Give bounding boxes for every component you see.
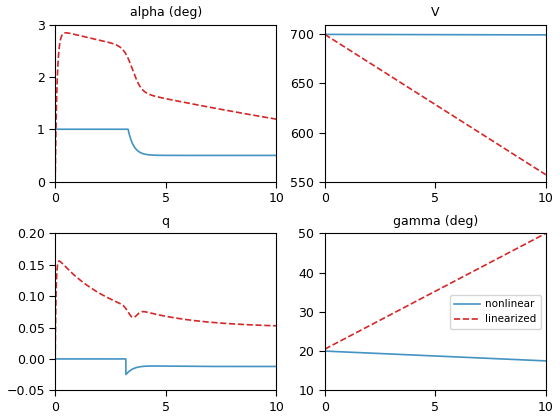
nonlinear <box>333 349 339 354</box>
Line: nonlinear: nonlinear <box>325 351 546 361</box>
linearized <box>321 346 328 352</box>
Line: linearized: linearized <box>325 234 546 349</box>
linearized <box>536 234 543 239</box>
Legend: nonlinear, linearized: nonlinear, linearized <box>450 295 540 328</box>
nonlinear <box>496 356 502 361</box>
linearized <box>333 341 339 346</box>
Title: V: V <box>431 6 440 19</box>
Title: gamma (deg): gamma (deg) <box>393 215 478 228</box>
Title: alpha (deg): alpha (deg) <box>129 6 202 19</box>
Title: q: q <box>162 215 170 228</box>
nonlinear <box>423 353 430 358</box>
nonlinear <box>536 358 543 363</box>
linearized <box>423 293 430 298</box>
linearized <box>536 234 543 239</box>
linearized <box>496 255 502 260</box>
linearized <box>543 231 549 236</box>
nonlinear <box>536 358 543 363</box>
nonlinear <box>543 358 549 363</box>
nonlinear <box>429 353 436 358</box>
linearized <box>429 290 436 295</box>
nonlinear <box>321 349 328 354</box>
